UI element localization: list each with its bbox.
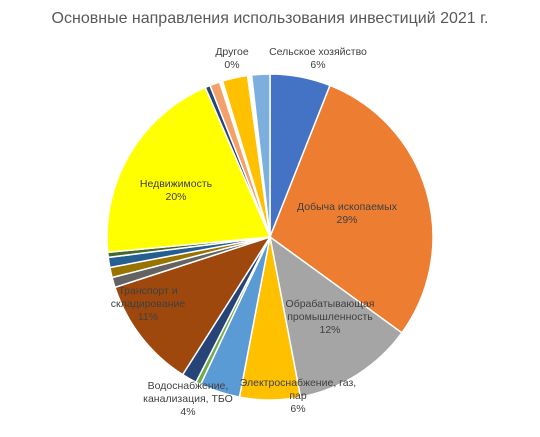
pie-slice bbox=[250, 73, 271, 238]
category-label: Водоснабжение, канализация, ТБО bbox=[143, 380, 233, 405]
category-label: Электроснабжение, газ, пар bbox=[239, 377, 357, 402]
category-label: Другое bbox=[215, 46, 249, 58]
value-label: 20% bbox=[165, 191, 187, 203]
category-label: Сельское хозяйство bbox=[269, 46, 367, 58]
category-label: Недвижимость bbox=[139, 178, 213, 190]
pie-slice bbox=[269, 84, 434, 334]
slice-label: Электроснабжение, газ, пар 6% bbox=[238, 377, 358, 416]
category-label: Обрабатывающая промышленность bbox=[285, 298, 375, 323]
value-label: 12% bbox=[319, 324, 341, 336]
category-label: Добыча ископаемых bbox=[297, 201, 397, 213]
category-label: Транспорт и складирование bbox=[110, 285, 186, 310]
value-label: 4% bbox=[180, 406, 196, 418]
slice-label: Другое 0% bbox=[212, 46, 252, 72]
value-label: 6% bbox=[310, 59, 326, 71]
value-label: 6% bbox=[290, 403, 306, 415]
value-label: 29% bbox=[336, 214, 358, 226]
slice-label: Недвижимость 20% bbox=[126, 178, 226, 204]
slice-label: Водоснабжение, канализация, ТБО 4% bbox=[133, 380, 243, 419]
pie-slice bbox=[106, 86, 272, 254]
value-label: 0% bbox=[224, 59, 240, 71]
slice-label: Добыча ископаемых 29% bbox=[287, 201, 407, 227]
pie-slice bbox=[268, 235, 403, 398]
slice-label: Обрабатывающая промышленность 12% bbox=[275, 298, 385, 337]
value-label: 11% bbox=[137, 311, 159, 323]
slice-label: Транспорт и складирование 11% bbox=[103, 285, 193, 324]
pie-slice bbox=[114, 235, 272, 376]
chart-title: Основные направления использования инвес… bbox=[51, 10, 489, 27]
slice-label: Сельское хозяйство 6% bbox=[253, 46, 383, 72]
